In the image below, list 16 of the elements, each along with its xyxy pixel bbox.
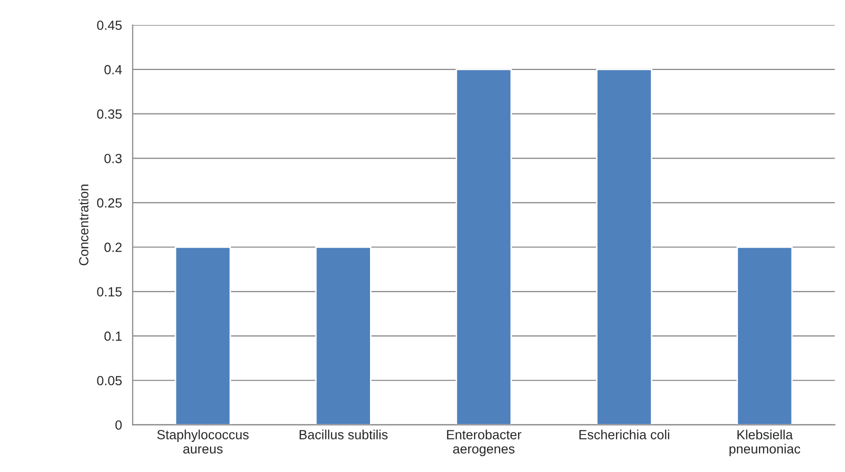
- y-tick-label: 0.2: [104, 242, 122, 252]
- x-tick-label: Klebsiella pneumoniac: [730, 430, 800, 456]
- y-tick-label: 0.4: [104, 65, 122, 74]
- x-tick-label: Escherichia coli: [579, 430, 670, 440]
- y-tick-label: 0: [115, 420, 122, 430]
- y-tick-label: 0.45: [97, 20, 122, 30]
- y-tick-label: 0.15: [97, 287, 122, 296]
- y-tick-label: 0.3: [104, 154, 122, 164]
- x-tick-label: Bacillus subtilis: [300, 430, 388, 440]
- y-tick-label: 0.25: [97, 198, 122, 208]
- y-tick-label: 0.1: [104, 332, 122, 341]
- y-axis-title: Concentration: [78, 184, 88, 266]
- x-tick-label: Staphylococcus aureus: [157, 430, 249, 454]
- y-tick-label: 0.35: [97, 109, 122, 119]
- y-tick-label: 0.05: [97, 376, 122, 386]
- x-tick-label: Enterobacter aerogenes: [447, 430, 522, 456]
